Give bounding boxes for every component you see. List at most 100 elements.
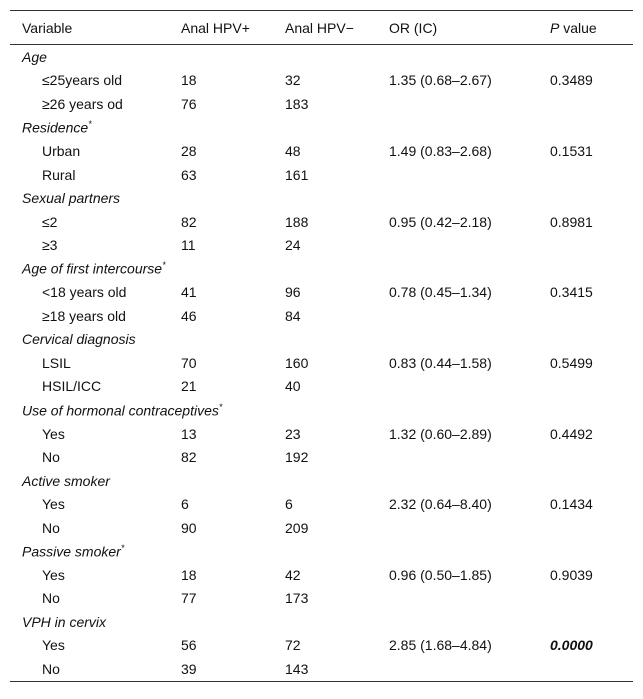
hpv-negative: 6 bbox=[285, 496, 293, 513]
group-name: VPH in cervix bbox=[22, 613, 107, 630]
row-label: Yes bbox=[42, 496, 65, 513]
data-row: No 82 192 bbox=[10, 445, 633, 469]
group-name: Age of first intercourse bbox=[22, 261, 163, 278]
data-row: No 39 143 bbox=[10, 657, 633, 682]
group-cell: VPH in cervix bbox=[10, 610, 633, 634]
p-value: 0.4492 bbox=[550, 425, 593, 442]
hpv-negative: 24 bbox=[285, 237, 301, 254]
hpv-negative: 173 bbox=[285, 590, 309, 607]
group-row: Cervical diagnosis bbox=[10, 328, 633, 352]
footnote-mark: * bbox=[218, 401, 223, 412]
data-row: No 90 209 bbox=[10, 516, 633, 540]
table-body: Age ≤25years old 18 32 1.35 (0.68–2.67) 0.348… bbox=[10, 45, 633, 682]
group-cell: Use of hormonal contraceptives* bbox=[10, 398, 633, 422]
row-label: Yes bbox=[42, 637, 65, 654]
data-row: LSIL 70 160 0.83 (0.44–1.58) 0.5499 bbox=[10, 351, 633, 375]
empty-cell bbox=[538, 92, 633, 116]
footnote-mark: * bbox=[88, 119, 92, 130]
empty-cell bbox=[377, 304, 538, 328]
empty-cell bbox=[377, 587, 538, 611]
group-row: Use of hormonal contraceptives* bbox=[10, 398, 633, 422]
group-row: Age bbox=[10, 45, 633, 69]
row-label: <18 years old bbox=[42, 284, 127, 301]
hpv-negative: 48 bbox=[285, 142, 301, 159]
group-row: VPH in cervix bbox=[10, 610, 633, 634]
empty-cell bbox=[538, 657, 633, 682]
data-row: Yes 13 23 1.32 (0.60–2.89) 0.4492 bbox=[10, 422, 633, 446]
empty-cell bbox=[538, 304, 633, 328]
data-row: Rural 63 161 bbox=[10, 163, 633, 187]
hpv-positive: 21 bbox=[181, 378, 197, 395]
p-value: 0.9039 bbox=[550, 566, 593, 583]
row-label: Yes bbox=[42, 425, 65, 442]
hpv-negative: 188 bbox=[285, 213, 309, 230]
hpv-positive: 41 bbox=[181, 284, 197, 301]
hpv-negative: 96 bbox=[285, 284, 301, 301]
odds-ratio: 2.85 (1.68–4.84) bbox=[389, 637, 492, 654]
odds-ratio: 0.83 (0.44–1.58) bbox=[389, 354, 492, 371]
hpv-negative: 192 bbox=[285, 449, 309, 466]
hpv-positive: 18 bbox=[181, 566, 197, 583]
odds-ratio: 1.49 (0.83–2.68) bbox=[389, 142, 492, 159]
row-label: LSIL bbox=[42, 354, 71, 371]
hpv-positive: 11 bbox=[181, 237, 196, 254]
hpv-positive: 90 bbox=[181, 519, 197, 536]
row-label: No bbox=[10, 657, 169, 682]
row-label: Rural bbox=[42, 166, 76, 183]
empty-cell bbox=[377, 445, 538, 469]
odds-ratio: 0.95 (0.42–2.18) bbox=[389, 213, 492, 230]
data-row: ≥18 years old 46 84 bbox=[10, 304, 633, 328]
group-row: Active smoker bbox=[10, 469, 633, 493]
data-row: Urban 28 48 1.49 (0.83–2.68) 0.1531 bbox=[10, 139, 633, 163]
group-name: Cervical diagnosis bbox=[22, 331, 136, 348]
hpv-positive: 18 bbox=[181, 72, 197, 89]
odds-ratio: 1.35 (0.68–2.67) bbox=[389, 72, 492, 89]
group-row: Age of first intercourse* bbox=[10, 257, 633, 281]
data-row: No 77 173 bbox=[10, 587, 633, 611]
hpv-negative: 143 bbox=[273, 657, 377, 682]
data-row: ≥3 11 24 bbox=[10, 233, 633, 257]
data-row: ≤25years old 18 32 1.35 (0.68–2.67) 0.3489 bbox=[10, 69, 633, 93]
row-label: Yes bbox=[42, 566, 65, 583]
footnote-mark: * bbox=[162, 260, 166, 271]
row-label: HSIL/ICC bbox=[42, 378, 102, 395]
hpv-negative: 42 bbox=[285, 566, 301, 583]
hpv-negative: 40 bbox=[285, 378, 301, 395]
empty-cell bbox=[538, 587, 633, 611]
row-label: ≥18 years old bbox=[42, 307, 126, 324]
empty-cell bbox=[377, 516, 538, 540]
header-cell: P value bbox=[538, 10, 633, 45]
hpv-positive: 56 bbox=[181, 637, 197, 654]
header-row: Variable Anal HPV+ Anal HPV− OR (IC) P value bbox=[10, 10, 633, 45]
p-value: 0.0000 bbox=[550, 637, 593, 654]
results-table: Variable Anal HPV+ Anal HPV− OR (IC) P value… bbox=[10, 10, 633, 682]
hpv-negative: 209 bbox=[285, 519, 309, 536]
p-value: 0.3415 bbox=[550, 284, 593, 301]
row-label: ≥3 bbox=[42, 237, 58, 254]
hpv-positive: 82 bbox=[181, 449, 197, 466]
empty-cell bbox=[538, 516, 633, 540]
hpv-negative: 32 bbox=[285, 72, 301, 89]
empty-cell bbox=[538, 445, 633, 469]
p-value: 0.5499 bbox=[550, 354, 593, 371]
row-label: No bbox=[42, 590, 60, 607]
hpv-positive: 46 bbox=[181, 307, 197, 324]
group-row: Passive smoker* bbox=[10, 539, 633, 563]
row-label: No bbox=[42, 519, 60, 536]
data-row: Yes 18 42 0.96 (0.50–1.85) 0.9039 bbox=[10, 563, 633, 587]
empty-cell bbox=[377, 657, 538, 682]
hpv-negative: 161 bbox=[285, 166, 309, 183]
row-label: No bbox=[42, 449, 60, 466]
data-row: ≥26 years od 76 183 bbox=[10, 92, 633, 116]
hpv-positive: 82 bbox=[181, 213, 197, 230]
hpv-positive: 76 bbox=[181, 95, 197, 112]
group-cell: Active smoker bbox=[10, 469, 633, 493]
hpv-negative: 84 bbox=[285, 307, 301, 324]
hpv-positive: 63 bbox=[181, 166, 197, 183]
hpv-negative: 160 bbox=[285, 354, 309, 371]
empty-cell bbox=[538, 375, 633, 399]
hpv-positive: 13 bbox=[181, 425, 197, 442]
group-name: Use of hormonal contraceptives bbox=[22, 402, 219, 419]
odds-ratio: 2.32 (0.64–8.40) bbox=[389, 496, 492, 513]
hpv-positive: 39 bbox=[169, 657, 273, 682]
